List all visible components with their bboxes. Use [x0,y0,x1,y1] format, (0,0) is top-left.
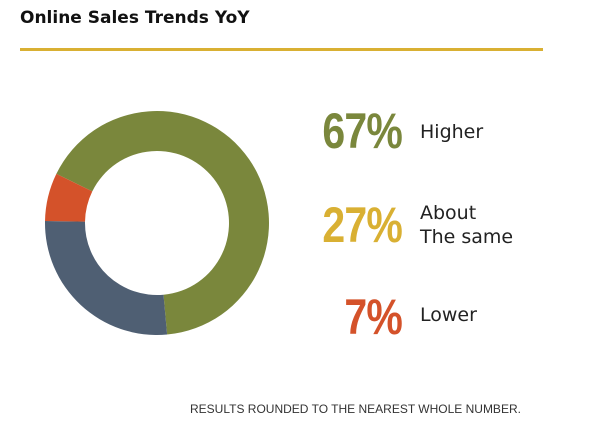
legend-label-about-same: About The same [420,201,513,249]
slice-lower [45,173,93,222]
value-label-about-same: 27% [322,197,402,253]
chart-title: Online Sales Trends YoY [20,8,250,28]
legend-line-2: The same [420,226,514,248]
slice-about-same [45,220,168,336]
legend-line-1: About [420,202,477,224]
footnote: RESULTS ROUNDED TO THE NEAREST WHOLE NUM… [190,402,521,416]
slice-higher [56,111,269,335]
title-underline [20,48,543,51]
legend-label-lower: Lower [420,304,477,326]
legend-label-higher: Higher [420,121,484,143]
value-label-higher: 67% [322,103,402,159]
value-label-lower: 7% [344,289,402,345]
